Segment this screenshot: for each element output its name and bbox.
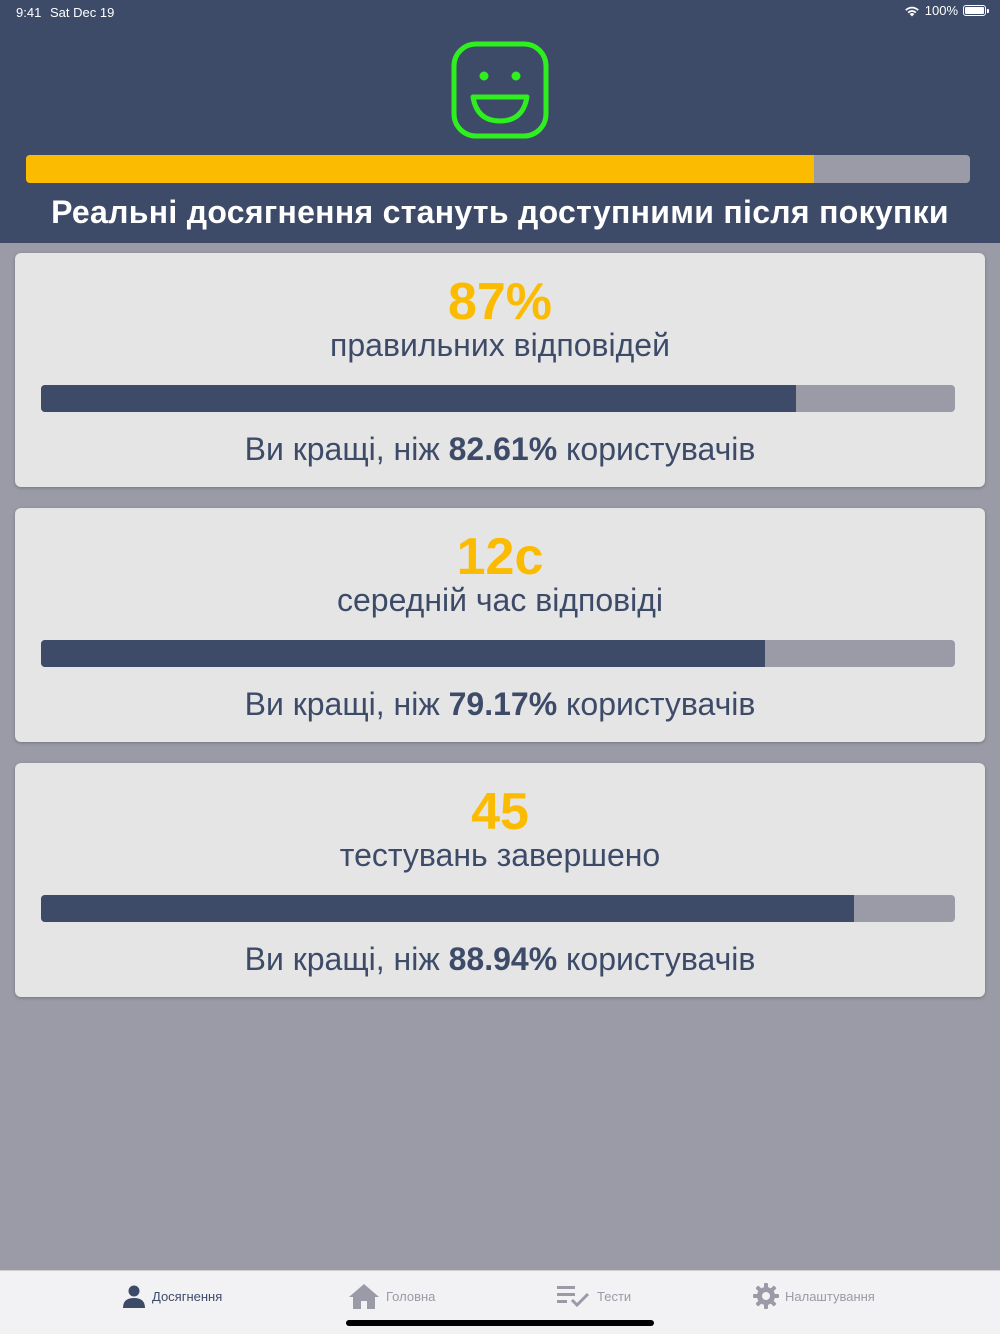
home-icon: [349, 1284, 379, 1309]
stat-card-average-time: 12с середній час відповіді Ви кращі, ніж…: [15, 508, 985, 742]
tab-label: Головна: [386, 1288, 436, 1304]
stat-card-correct-answers: 87% правильних відповідей Ви кращі, ніж …: [15, 253, 985, 487]
stat-label: тестувань завершено: [339, 837, 661, 873]
gear-icon: [753, 1283, 779, 1309]
comparison-value: 79.17%: [448, 686, 558, 722]
stat-comparison: Ви кращі, ніж 88.94% користувачів: [15, 939, 985, 979]
tab-tests[interactable]: Тести: [557, 1281, 631, 1311]
stat-label: правильних відповідей: [330, 327, 670, 363]
stat-value: 12с: [456, 528, 544, 586]
status-time: 9:41: [16, 5, 42, 20]
stat-progress-bar: [41, 895, 955, 922]
comparison-suffix: користувачів: [557, 431, 756, 467]
stat-value: 45: [471, 783, 529, 841]
purchase-progress-fill: [26, 155, 815, 183]
purchase-message: Реальні досягнення стануть доступними пі…: [51, 194, 949, 230]
comparison-value: 82.61%: [448, 431, 558, 467]
stat-comparison: Ви кращі, ніж 79.17% користувачів: [15, 684, 985, 724]
battery-icon: [963, 5, 989, 16]
stat-progress-bar: [41, 640, 955, 667]
tab-settings[interactable]: Налаштування: [753, 1281, 875, 1311]
home-indicator: [346, 1320, 654, 1326]
stat-card-tests-completed: 45 тестувань завершено Ви кращі, ніж 88.…: [15, 763, 985, 997]
comparison-suffix: користувачів: [557, 941, 756, 977]
stat-progress-bar: [41, 385, 955, 412]
status-right: 100%: [904, 3, 989, 18]
purchase-progress-bar: [26, 155, 970, 183]
tab-label: Тести: [597, 1288, 632, 1304]
battery-percent: 100%: [924, 3, 958, 18]
tab-home[interactable]: Головна: [348, 1281, 435, 1311]
wifi-icon: [904, 6, 919, 16]
stat-progress-fill: [41, 640, 765, 667]
tab-achievements[interactable]: Досягнення: [122, 1281, 222, 1311]
comparison-prefix: Ви кращі, ніж: [244, 686, 449, 722]
person-icon: [123, 1285, 145, 1308]
checklist-icon: [557, 1286, 590, 1308]
comparison-prefix: Ви кращі, ніж: [244, 431, 449, 467]
stat-label: середній час відповіді: [336, 582, 664, 618]
header: 9:41 Sat Dec 19 100% Реальні досягнення …: [0, 0, 1000, 243]
stat-progress-fill: [41, 895, 854, 922]
stat-value: 87%: [447, 273, 553, 331]
smiley-face-icon: [451, 41, 549, 139]
stat-comparison: Ви кращі, ніж 82.61% користувачів: [15, 429, 985, 469]
status-date: Sat Dec 19: [50, 5, 115, 20]
comparison-suffix: користувачів: [557, 686, 756, 722]
comparison-prefix: Ви кращі, ніж: [244, 941, 449, 977]
status-bar: 9:41 Sat Dec 19 100%: [0, 0, 1000, 24]
tab-label: Досягнення: [152, 1288, 223, 1304]
tab-label: Налаштування: [785, 1288, 875, 1304]
stat-progress-fill: [41, 385, 797, 412]
comparison-value: 88.94%: [448, 941, 558, 977]
